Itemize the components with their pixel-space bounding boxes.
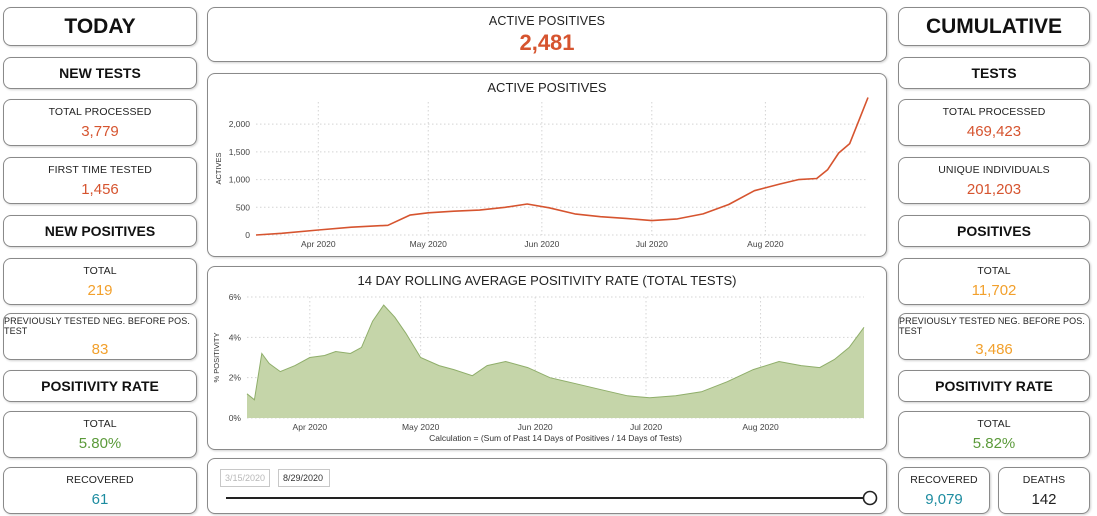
active-positives-line (255, 97, 869, 236)
cum-positives-total-label: TOTAL (977, 264, 1011, 277)
y-axis-label: ACTIVES (214, 152, 223, 184)
today-recovered-value: 61 (91, 490, 109, 508)
cum-deaths-card: DEATHS 142 (998, 467, 1090, 514)
tests-heading: TESTS (898, 57, 1090, 89)
cum-unique-individuals-label: UNIQUE INDIVIDUALS (938, 163, 1050, 176)
today-positives-total-card: TOTAL 219 (3, 258, 197, 305)
cum-recovered-value: 9,079 (925, 490, 963, 508)
cum-unique-individuals-value: 201,203 (966, 180, 1022, 198)
y-tick-label: 0 (245, 230, 250, 240)
today-title: TODAY (3, 7, 197, 46)
positivity-line (246, 304, 865, 401)
cum-previously-tested-label: PREVIOUSLY TESTED NEG. BEFORE POS. TEST (899, 315, 1085, 336)
cum-previously-tested-value: 3,486 (975, 340, 1013, 358)
y-tick-label: 0% (229, 413, 242, 423)
cum-deaths-label: DEATHS (1022, 473, 1066, 486)
cum-total-processed-card: TOTAL PROCESSED 469,423 (898, 99, 1090, 146)
positives-heading: POSITIVES (898, 215, 1090, 247)
y-tick-label: 1,000 (229, 175, 251, 185)
positivity-rate-chart-title: 14 DAY ROLLING AVERAGE POSITIVITY RATE (… (357, 273, 737, 288)
x-tick-label: Apr 2020 (301, 239, 336, 249)
today-recovered-card: RECOVERED 61 (3, 467, 197, 514)
new-tests-heading: NEW TESTS (3, 57, 197, 89)
today-total-processed-value: 3,779 (81, 122, 119, 140)
cum-positivity-total-card: TOTAL 5.82% (898, 411, 1090, 458)
cum-recovered-label: RECOVERED (910, 473, 978, 486)
cumulative-title: CUMULATIVE (898, 7, 1090, 46)
y-tick-label: 4% (229, 332, 242, 342)
x-tick-label: Apr 2020 (293, 422, 328, 432)
cum-positives-total-card: TOTAL 11,702 (898, 258, 1090, 305)
date-range-slicer[interactable]: 3/15/2020 8/29/2020 (207, 458, 887, 514)
active-positives-kpi-label: ACTIVE POSITIVES (488, 13, 606, 28)
cum-positives-total-value: 11,702 (971, 281, 1017, 299)
active-positives-line-chart: 0 500 1,000 1,500 2,000 Apr 2020 May 2020 Jun 2… (214, 97, 869, 249)
cum-positivity-heading: POSITIVITY RATE (898, 370, 1090, 402)
positivity-rate-area-chart: 0% 2% 4% 6% Apr 2020 May 2020 Jun 2020 Jul 2020… (212, 292, 865, 443)
x-axis-label: Calculation = (Sum of Past 14 Days of Po… (429, 433, 682, 443)
x-tick-label: Jun 2020 (518, 422, 553, 432)
y-tick-label: 1,500 (229, 147, 251, 157)
today-first-time-tested-value: 1,456 (81, 180, 119, 198)
today-positives-total-value: 219 (87, 281, 113, 299)
today-recovered-label: RECOVERED (66, 473, 134, 486)
start-date-input[interactable]: 3/15/2020 (220, 469, 270, 487)
today-previously-tested-value: 83 (91, 340, 109, 358)
cum-previously-tested-card: PREVIOUSLY TESTED NEG. BEFORE POS. TEST … (898, 313, 1090, 360)
active-positives-chart-title: ACTIVE POSITIVES (487, 80, 607, 95)
today-positivity-heading: POSITIVITY RATE (3, 370, 197, 402)
active-positives-kpi: ACTIVE POSITIVES 2,481 (207, 7, 887, 62)
y-tick-label: 2,000 (229, 119, 251, 129)
new-positives-heading: NEW POSITIVES (3, 215, 197, 247)
x-tick-label: Aug 2020 (742, 422, 779, 432)
x-tick-label: Aug 2020 (747, 239, 784, 249)
today-first-time-tested-label: FIRST TIME TESTED (48, 163, 152, 176)
today-total-processed-label: TOTAL PROCESSED (48, 105, 152, 118)
cum-total-processed-value: 469,423 (966, 122, 1022, 140)
today-positivity-total-card: TOTAL 5.80% (3, 411, 197, 458)
today-total-processed-card: TOTAL PROCESSED 3,779 (3, 99, 197, 146)
y-axis-label: % POSITIVITY (212, 332, 221, 382)
active-positives-chart: ACTIVE POSITIVES 0 500 1,000 1,500 2,000 Apr … (207, 73, 887, 257)
y-tick-label: 500 (236, 202, 250, 212)
y-tick-label: 6% (229, 292, 242, 302)
cum-positivity-total-value: 5.82% (972, 434, 1016, 452)
y-tick-label: 2% (229, 373, 242, 383)
today-positives-total-label: TOTAL (83, 264, 117, 277)
cum-unique-individuals-card: UNIQUE INDIVIDUALS 201,203 (898, 157, 1090, 204)
today-previously-tested-card: PREVIOUSLY TESTED NEG. BEFORE POS. TEST … (3, 313, 197, 360)
cum-total-processed-label: TOTAL PROCESSED (942, 105, 1046, 118)
today-first-time-tested-card: FIRST TIME TESTED 1,456 (3, 157, 197, 204)
today-positivity-total-value: 5.80% (78, 434, 122, 452)
positivity-rate-chart: 14 DAY ROLLING AVERAGE POSITIVITY RATE (… (207, 266, 887, 450)
cum-recovered-card: RECOVERED 9,079 (898, 467, 990, 514)
x-tick-label: May 2020 (402, 422, 440, 432)
active-positives-kpi-value: 2,481 (519, 29, 575, 55)
end-date-input[interactable]: 8/29/2020 (278, 469, 330, 487)
x-tick-label: Jun 2020 (524, 239, 559, 249)
x-tick-label: Jul 2020 (636, 239, 668, 249)
date-range-slider[interactable] (208, 483, 886, 513)
x-tick-label: May 2020 (410, 239, 448, 249)
positivity-area (247, 305, 864, 418)
cum-deaths-value: 142 (1031, 490, 1057, 508)
slider-end-handle[interactable] (862, 490, 878, 506)
today-positivity-total-label: TOTAL (83, 417, 117, 430)
cum-positivity-total-label: TOTAL (977, 417, 1011, 430)
today-previously-tested-label: PREVIOUSLY TESTED NEG. BEFORE POS. TEST (4, 315, 190, 336)
x-tick-label: Jul 2020 (630, 422, 662, 432)
